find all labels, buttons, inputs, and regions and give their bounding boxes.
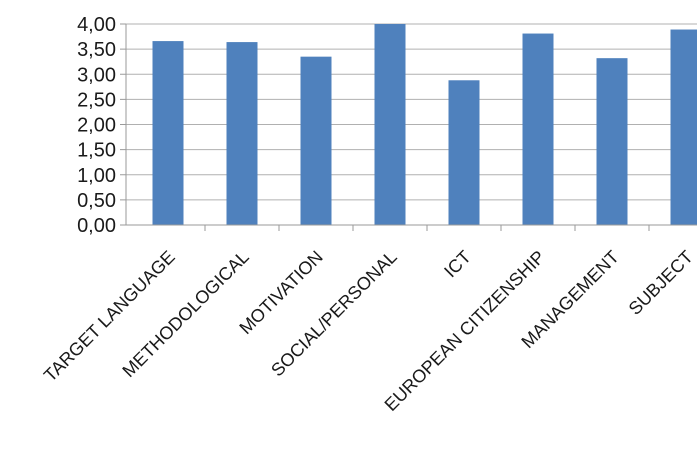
y-tick-label: 1,00 bbox=[77, 165, 116, 187]
gridlines bbox=[126, 23, 697, 226]
y-tick-label: 2,50 bbox=[77, 89, 116, 111]
y-tick-label: 0,50 bbox=[77, 190, 116, 212]
y-tick-label: 3,00 bbox=[77, 64, 116, 86]
y-tick-labels: 0,00 0,50 1,00 1,50 2,00 2,50 3,00 3,50 4,00 bbox=[77, 14, 116, 237]
bar bbox=[300, 56, 332, 225]
y-tick-label: 4,00 bbox=[77, 14, 116, 36]
axes bbox=[120, 23, 697, 231]
y-tick-label: 2,00 bbox=[77, 115, 116, 137]
x-category-label: ICT bbox=[440, 247, 475, 282]
x-category-label: METHODOLOGICAL bbox=[118, 247, 252, 381]
bar bbox=[670, 29, 697, 226]
x-category-label: SOCIAL/PERSONAL bbox=[267, 247, 401, 381]
bar bbox=[226, 42, 258, 226]
bar bbox=[448, 80, 480, 225]
bar bbox=[152, 41, 184, 226]
bar bbox=[596, 58, 628, 225]
bar bbox=[522, 33, 554, 225]
x-category-label: SUBJECT bbox=[625, 247, 697, 319]
y-tick-label: 1,50 bbox=[77, 140, 116, 162]
bar bbox=[374, 24, 406, 225]
y-tick-label: 3,50 bbox=[77, 39, 116, 61]
y-tick-label: 0,00 bbox=[77, 215, 116, 237]
x-category-label: TARGET LANGUAGE bbox=[40, 247, 179, 386]
x-category-labels: TARGET LANGUAGEMETHODOLOGICALMOTIVATIONS… bbox=[40, 247, 697, 415]
bars bbox=[152, 24, 697, 226]
